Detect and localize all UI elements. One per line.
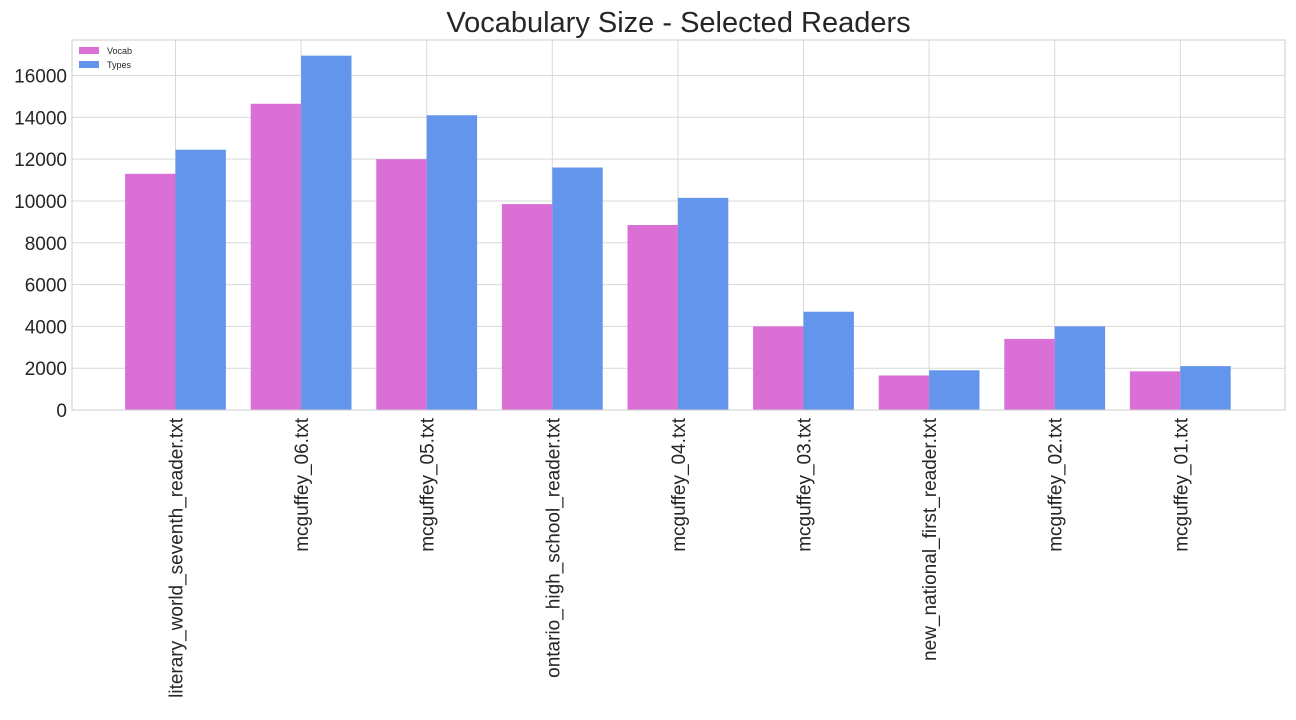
x-tick-label: mcguffey_02.txt — [1046, 417, 1067, 552]
y-tick-labels: 0 2000 4000 6000 8000 10000 12000 14000 16000 — [14, 67, 67, 422]
y-tick-label: 2000 — [25, 359, 67, 380]
y-tick-label: 12000 — [14, 150, 67, 171]
bar-types-7 — [1054, 326, 1106, 410]
y-tick-label: 16000 — [14, 67, 67, 88]
bar-types-5 — [803, 311, 854, 410]
bar-vocab-0 — [125, 173, 176, 410]
bar-types-3 — [552, 167, 603, 410]
x-tick-label: mcguffey_05.txt — [418, 417, 439, 552]
bar-vocab-3 — [501, 204, 553, 410]
legend-label-vocab: Vocab — [107, 46, 132, 56]
axes-frame — [71, 39, 1286, 411]
x-tick-label: mcguffey_06.txt — [292, 417, 313, 552]
x-tick-labels: literary_world_seventh_reader.txt mcguffe… — [167, 417, 1193, 698]
legend: Vocab Types — [79, 46, 132, 70]
bar-types-1 — [301, 55, 352, 410]
bar-types-8 — [1180, 366, 1231, 410]
y-tick-label: 0 — [56, 401, 67, 422]
y-tick-label: 10000 — [14, 192, 67, 213]
bar-types-6 — [929, 370, 980, 410]
y-tick-label: 8000 — [25, 234, 67, 255]
bar-types-2 — [426, 115, 478, 410]
bars — [125, 55, 1231, 410]
legend-swatch-vocab — [79, 47, 99, 54]
bar-vocab-8 — [1129, 371, 1181, 410]
y-tick-label: 6000 — [25, 276, 67, 297]
bar-types-0 — [175, 149, 226, 410]
bar-vocab-7 — [1004, 338, 1055, 410]
y-tick-label: 4000 — [25, 317, 67, 338]
x-tick-label: literary_world_seventh_reader.txt — [167, 417, 188, 698]
x-tick-label: mcguffey_01.txt — [1171, 417, 1192, 552]
bar-types-4 — [677, 197, 729, 410]
chart-title: Vocabulary Size - Selected Readers — [446, 7, 910, 39]
legend-label-types: Types — [107, 60, 132, 70]
bar-vocab-1 — [250, 103, 302, 410]
legend-swatch-types — [79, 61, 99, 68]
x-tick-label: ontario_high_school_reader.txt — [543, 417, 564, 678]
bar-vocab-4 — [627, 225, 678, 410]
x-tick-label: new_national_first_reader.txt — [920, 417, 941, 661]
bar-vocab-5 — [753, 326, 804, 410]
x-tick-label: mcguffey_03.txt — [795, 417, 816, 552]
y-tick-label: 14000 — [14, 108, 67, 129]
x-tick-label: mcguffey_04.txt — [669, 417, 690, 552]
bar-vocab-6 — [878, 375, 930, 410]
bar-vocab-2 — [376, 159, 427, 410]
